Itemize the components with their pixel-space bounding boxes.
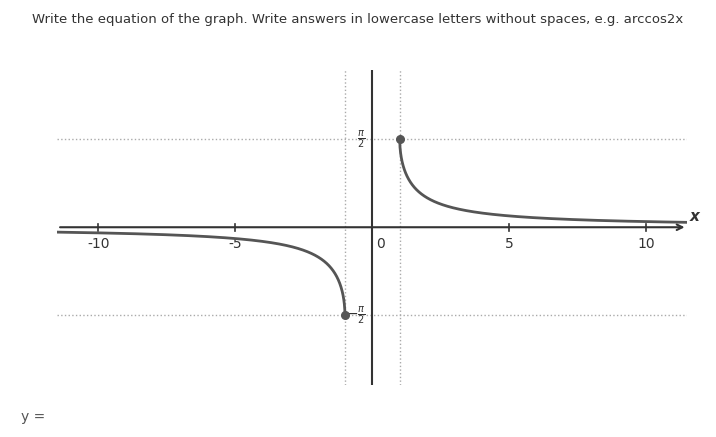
Text: 5: 5 bbox=[505, 237, 513, 251]
Text: $-\frac{\pi}{2}$: $-\frac{\pi}{2}$ bbox=[346, 305, 365, 326]
Text: -10: -10 bbox=[87, 237, 110, 251]
Text: 0: 0 bbox=[376, 237, 385, 251]
Text: x: x bbox=[690, 209, 700, 225]
Text: Write the equation of the graph. Write answers in lowercase letters without spac: Write the equation of the graph. Write a… bbox=[32, 13, 684, 26]
Text: $\frac{\pi}{2}$: $\frac{\pi}{2}$ bbox=[357, 128, 365, 150]
Text: 10: 10 bbox=[637, 237, 655, 251]
Text: -5: -5 bbox=[228, 237, 242, 251]
Text: y =: y = bbox=[21, 410, 46, 424]
